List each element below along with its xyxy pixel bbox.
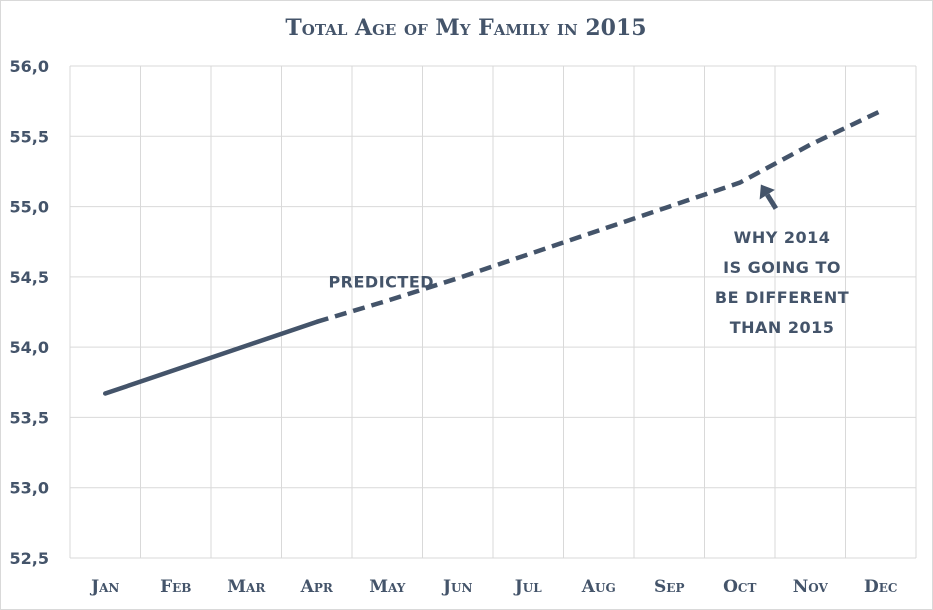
y-tick-label: 52,5 <box>10 549 49 568</box>
grid-layer <box>69 65 917 559</box>
series-line-predicted <box>316 108 882 324</box>
y-tick-label: 54,0 <box>10 338 49 357</box>
x-tick-label: Aug <box>581 577 616 597</box>
annotation-layer: PREDICTED WHY 2014 IS GOING TO BE DIFFERENT… <box>328 184 849 337</box>
x-tick-label: Oct <box>723 577 756 597</box>
x-tick-label: Dec <box>864 577 897 597</box>
y-tick-label: 55,0 <box>10 198 49 217</box>
annotation-note-line: IS GOING TO <box>723 258 841 277</box>
x-tick-label: Apr <box>300 577 334 597</box>
x-tick-label: May <box>369 577 406 597</box>
y-tick-label: 53,5 <box>10 408 49 427</box>
x-tick-label: Feb <box>160 577 191 597</box>
axis-layer: 52,5 53,0 53,5 54,0 54,5 55,0 55,5 56,0 Jan Feb Ma… <box>10 57 898 597</box>
y-tick-label: 54,5 <box>10 268 49 287</box>
y-tick-label: 55,5 <box>10 127 49 146</box>
annotation-predicted: PREDICTED <box>328 272 434 291</box>
annotation-note-line: WHY 2014 <box>734 228 831 247</box>
y-tick-label: 53,0 <box>10 479 49 498</box>
chart-title: Total Age of My Family in 2015 <box>285 15 646 41</box>
annotation-note-line: BE DIFFERENT <box>715 288 849 307</box>
annotation-arrow-head <box>759 184 775 200</box>
x-tick-label: Jan <box>89 577 119 597</box>
annotation-arrow-shaft <box>765 193 779 210</box>
series-line-actual <box>103 319 319 396</box>
y-tick-label: 56,0 <box>10 57 49 76</box>
x-tick-label: Jun <box>441 577 473 597</box>
series-layer <box>103 108 882 396</box>
x-tick-label: Nov <box>793 577 829 597</box>
x-tick-label: Jul <box>513 577 543 597</box>
annotation-note-line: THAN 2015 <box>730 318 835 337</box>
x-tick-label: Mar <box>227 577 266 597</box>
x-tick-label: Sep <box>654 577 684 597</box>
